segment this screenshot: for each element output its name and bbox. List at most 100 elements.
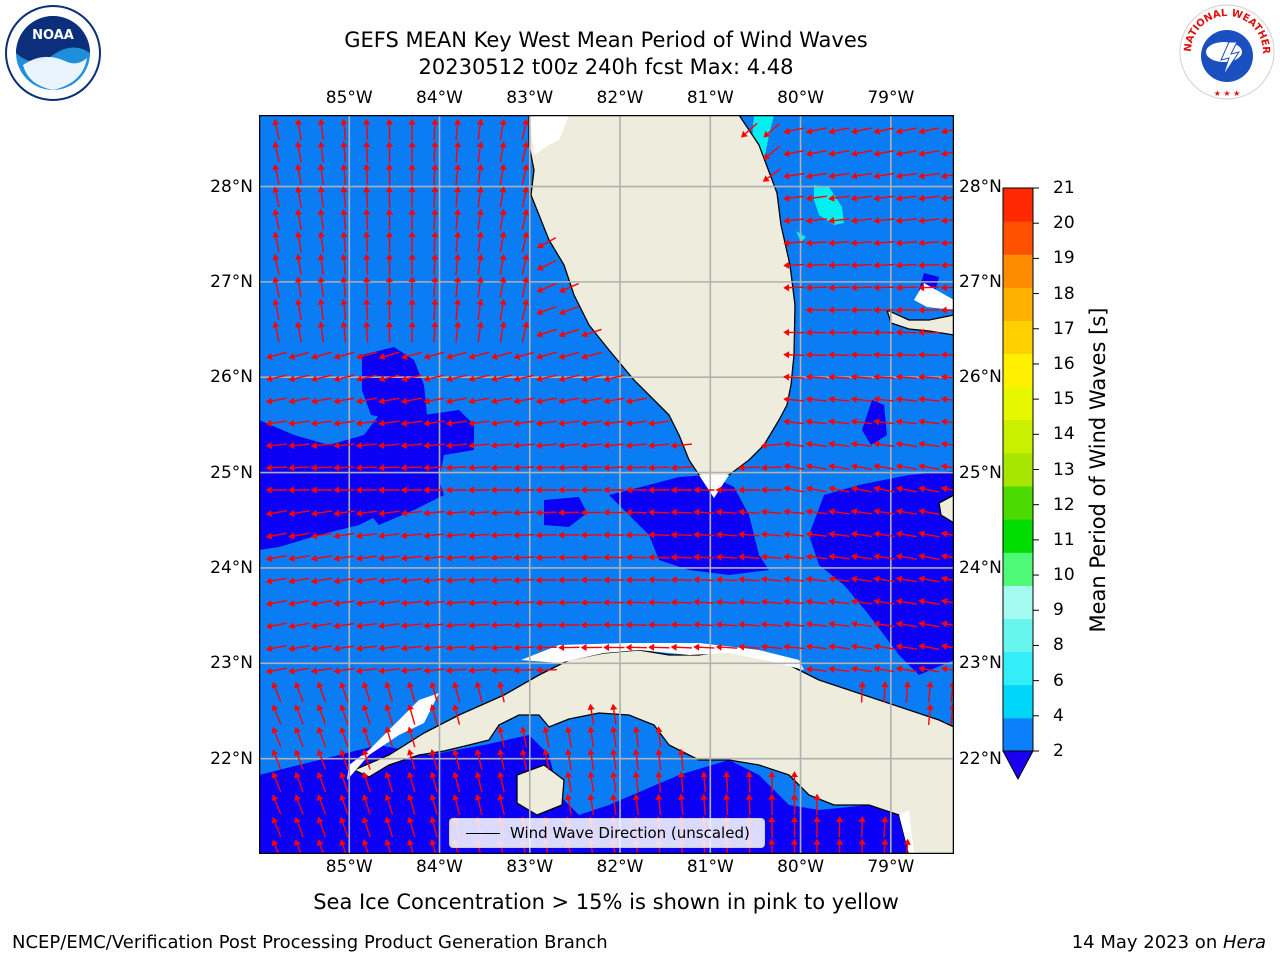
wave-arrowhead (333, 419, 340, 427)
wave-arrowhead (536, 353, 543, 360)
wave-arrowhead (355, 622, 363, 630)
wave-arrowhead (499, 253, 507, 261)
wave-arrowhead (423, 531, 430, 540)
wave-arrowhead (522, 141, 530, 148)
wave-arrowhead (453, 253, 462, 260)
wave-arrowhead (760, 598, 767, 606)
wave-arrowhead (805, 306, 812, 314)
wave-arrowhead (693, 598, 700, 606)
wave-arrowhead (445, 644, 452, 652)
wave-arrowhead (355, 554, 363, 562)
colorbar-tick-label: 14 (1053, 424, 1075, 445)
wave-arrowhead (423, 397, 430, 405)
wave-arrowhead (805, 598, 813, 606)
wave-arrowhead (431, 231, 439, 238)
wave-arrowhead (265, 555, 273, 562)
wave-arrowhead (295, 141, 303, 148)
wave-arrowhead (895, 575, 903, 583)
wave-arrowhead (316, 794, 324, 802)
wave-arrowhead (355, 441, 362, 450)
wave-arrowhead (316, 816, 324, 824)
wave-arrowhead (895, 598, 903, 606)
wave-arrowhead (429, 681, 437, 689)
wave-arrowhead (693, 486, 700, 494)
wave-arrowhead (294, 726, 301, 734)
wave-arrowhead (445, 397, 453, 405)
wave-arrowhead (363, 163, 371, 170)
wave-arrowhead (316, 839, 324, 847)
wave-arrowhead (378, 532, 385, 540)
wave-arrowhead (587, 703, 595, 711)
wave-arrowhead (431, 163, 439, 170)
map-frame (259, 115, 954, 854)
wave-arrowhead (271, 794, 279, 802)
wave-arrowhead (610, 726, 618, 733)
wave-arrowhead (805, 665, 813, 673)
wave-arrowhead (625, 598, 632, 606)
wave-arrowhead (363, 118, 371, 125)
wave-arrowhead (693, 553, 700, 561)
wave-arrowhead (603, 441, 610, 450)
wave-arrowhead (542, 726, 550, 733)
wave-arrowhead (265, 419, 273, 427)
wave-arrowhead (423, 509, 430, 517)
wave-arrowhead (522, 163, 530, 171)
wave-arrowhead (468, 531, 475, 539)
wave-arrowhead (670, 531, 677, 539)
wave-arrowhead (895, 328, 902, 336)
wave-arrowhead (294, 794, 301, 802)
generation-date: 14 May 2023 on Hera (1072, 932, 1266, 953)
wave-arrowhead (288, 441, 295, 450)
wave-arrowhead (918, 172, 925, 180)
wave-arrowhead (873, 553, 880, 561)
wave-arrowhead (625, 464, 632, 472)
wave-arrowhead (384, 794, 392, 801)
wave-arrowhead (783, 194, 790, 202)
wave-arrowhead (310, 667, 318, 675)
wave-arrowhead (400, 509, 407, 517)
wave-arrowhead (700, 793, 708, 800)
wave-arrowhead (850, 463, 858, 471)
wave-arrowhead (850, 328, 857, 336)
wave-arrowhead (378, 599, 385, 607)
wave-arrowhead (836, 816, 844, 823)
wave-arrowhead (468, 419, 475, 427)
wave-arrowhead (445, 375, 453, 383)
wave-arrowhead (536, 264, 544, 271)
wave-arrowhead (881, 681, 889, 688)
wave-arrowhead (497, 681, 505, 688)
wave-arrowhead (490, 441, 497, 450)
wave-arrowhead (535, 375, 543, 383)
wave-arrowhead (271, 771, 279, 779)
wave-arrowhead (873, 306, 880, 314)
wave-arrowhead (918, 643, 925, 651)
wave-arrowhead (339, 681, 347, 689)
wave-arrowhead (603, 576, 610, 584)
wave-arrowhead (610, 771, 618, 778)
wave-arrowhead (453, 231, 462, 238)
wave-arrowhead (858, 681, 866, 688)
wave-arrowhead (850, 239, 857, 247)
wave-arrowhead (828, 575, 835, 583)
wave-arrowhead (468, 554, 475, 562)
wave-arrowhead (310, 486, 317, 494)
wave-arrowhead (265, 510, 273, 517)
wave-arrowhead (648, 464, 655, 472)
wave-arrowhead (400, 667, 407, 675)
wave-arrowhead (558, 621, 565, 629)
wave-arrowhead (873, 194, 880, 202)
wave-arrowhead (271, 726, 279, 734)
wave-arrowhead (333, 375, 340, 383)
colorbar-segment (1003, 651, 1033, 686)
wave-arrowhead (873, 485, 880, 493)
wave-arrowhead (745, 771, 753, 778)
wave-arrowhead (265, 667, 273, 675)
wave-arrowhead (423, 419, 430, 427)
wave-arrowhead (445, 554, 452, 562)
wave-arrowhead (288, 667, 295, 675)
wave-arrowhead (363, 208, 371, 215)
wave-arrowhead (850, 194, 858, 202)
colorbar-segment (1003, 419, 1033, 454)
wave-arrowhead (408, 253, 416, 260)
wave-arrowhead (715, 531, 722, 539)
